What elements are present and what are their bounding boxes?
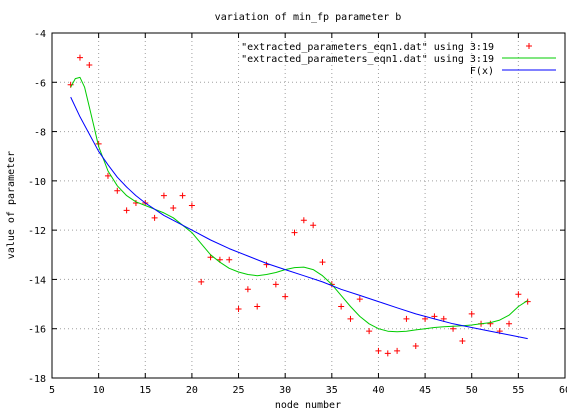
data-point <box>300 217 307 224</box>
fit-curve <box>70 96 528 340</box>
data-point <box>114 187 121 194</box>
y-tick-label: -18 <box>28 374 46 385</box>
smooth-curve <box>70 76 528 333</box>
legend: "extracted_parameters_eqn1.dat" using 3:… <box>241 42 556 77</box>
data-point <box>226 256 233 263</box>
data-point <box>338 303 345 310</box>
x-tick-label: 25 <box>233 385 245 396</box>
data-point <box>487 320 494 327</box>
data-point <box>375 347 382 354</box>
data-point <box>403 315 410 322</box>
x-tick-label: 35 <box>326 385 338 396</box>
x-tick-label: 5 <box>49 385 55 396</box>
data-point <box>151 214 158 221</box>
data-point <box>459 338 466 345</box>
axis-ticks: 5 10 15 20 25 30 35 40 45 50 55 60 -18 -16 -14 -12 -10 -8… <box>28 29 567 396</box>
x-tick-label: 50 <box>466 385 478 396</box>
x-tick-label: 15 <box>139 385 151 396</box>
x-tick-label: 55 <box>512 385 524 396</box>
series-layer <box>67 54 531 357</box>
data-point <box>506 320 513 327</box>
y-tick-label: -14 <box>28 275 46 286</box>
data-point <box>188 202 195 209</box>
x-tick-label: 45 <box>419 385 431 396</box>
x-tick-label: 30 <box>279 385 291 396</box>
data-point <box>394 347 401 354</box>
data-point <box>244 286 251 293</box>
data-point <box>179 192 186 199</box>
data-point <box>198 278 205 285</box>
data-point <box>104 172 111 179</box>
data-point <box>412 342 419 349</box>
series-points <box>67 54 531 357</box>
legend-marker <box>526 43 532 49</box>
x-axis-title: node number <box>275 400 341 410</box>
y-tick-label: -10 <box>28 177 46 188</box>
x-tick-label: 10 <box>93 385 105 396</box>
chart-title: variation of min_fp parameter b <box>215 12 402 23</box>
data-point <box>272 281 279 288</box>
legend-label: "extracted_parameters_eqn1.dat" using 3:… <box>241 42 494 53</box>
data-point <box>170 204 177 211</box>
y-tick-label: -8 <box>34 128 46 139</box>
x-tick-label: 40 <box>372 385 384 396</box>
data-point <box>366 328 373 335</box>
data-point <box>347 315 354 322</box>
data-point <box>123 207 130 214</box>
plot-frame <box>51 32 566 379</box>
data-point <box>384 350 391 357</box>
y-axis-title: value of parameter <box>6 151 17 259</box>
data-point <box>76 54 83 61</box>
x-tick-label: 60 <box>559 385 567 396</box>
data-point <box>515 291 522 298</box>
data-point <box>310 222 317 229</box>
data-point <box>282 293 289 300</box>
x-tick-label: 20 <box>186 385 198 396</box>
data-point <box>356 296 363 303</box>
legend-label: F(x) <box>470 66 494 77</box>
y-tick-label: -12 <box>28 226 46 237</box>
data-point <box>254 303 261 310</box>
data-point <box>291 229 298 236</box>
y-tick-label: -6 <box>34 78 46 89</box>
data-point <box>235 306 242 312</box>
data-point <box>263 261 270 268</box>
grid-lines <box>52 33 565 378</box>
y-tick-label: -4 <box>34 29 46 40</box>
y-tick-label: -16 <box>28 325 46 336</box>
data-point <box>468 310 475 317</box>
data-point <box>319 259 326 266</box>
data-point <box>160 192 167 199</box>
data-point <box>86 62 93 69</box>
legend-label: "extracted_parameters_eqn1.dat" using 3:… <box>241 54 494 65</box>
